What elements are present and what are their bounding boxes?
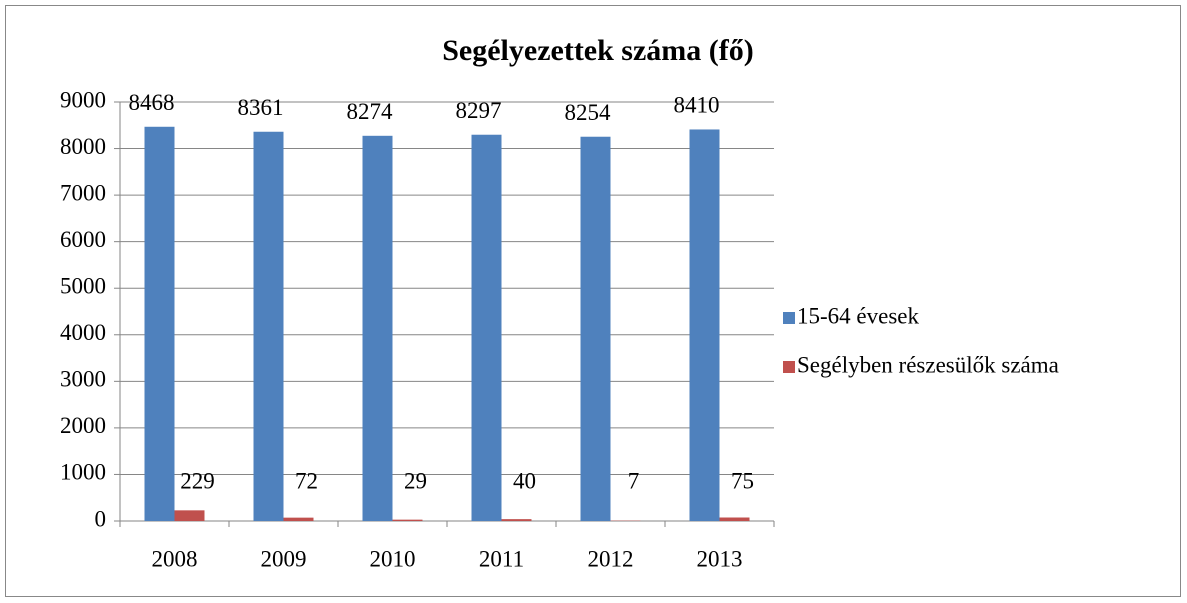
data-label: 8297 <box>456 98 502 123</box>
x-tick-label: 2009 <box>261 546 307 571</box>
y-tick-label: 4000 <box>60 320 106 345</box>
legend-label: Segélyben részesülők száma <box>797 352 1059 377</box>
data-label: 8410 <box>674 93 720 118</box>
legend-swatch <box>783 361 795 373</box>
x-tick-label: 2008 <box>152 546 198 571</box>
y-tick-label: 0 <box>95 506 107 531</box>
y-tick-label: 6000 <box>60 227 106 252</box>
bar <box>174 510 205 521</box>
data-label: 72 <box>295 468 318 493</box>
legend-swatch <box>783 312 795 324</box>
x-tick-label: 2012 <box>588 546 634 571</box>
y-tick-label: 3000 <box>60 367 106 392</box>
bar <box>392 519 423 521</box>
x-tick-label: 2013 <box>697 546 743 571</box>
legend-label: 15-64 évesek <box>797 303 919 328</box>
bar <box>283 517 314 521</box>
data-label: 229 <box>180 468 215 493</box>
bar <box>719 517 750 521</box>
data-label: 75 <box>731 468 754 493</box>
y-tick-label: 8000 <box>60 134 106 159</box>
bar <box>144 126 175 522</box>
y-tick-label: 1000 <box>60 460 106 485</box>
data-label: 7 <box>628 468 640 493</box>
y-tick-label: 5000 <box>60 274 106 299</box>
data-label: 40 <box>513 468 536 493</box>
data-label: 8254 <box>565 100 612 125</box>
data-label: 8274 <box>347 99 394 124</box>
data-label: 29 <box>404 468 427 493</box>
bar <box>362 135 393 522</box>
bar <box>580 136 611 521</box>
data-label: 8468 <box>129 90 175 115</box>
bar <box>253 131 284 521</box>
bar <box>689 129 720 521</box>
x-tick-label: 2011 <box>479 546 524 571</box>
y-tick-label: 7000 <box>60 180 106 205</box>
data-label: 8361 <box>238 95 284 120</box>
chart-title: Segélyezettek száma (fő) <box>442 34 754 67</box>
y-tick-label: 9000 <box>60 87 106 112</box>
y-tick-label: 2000 <box>60 413 106 438</box>
x-tick-label: 2010 <box>370 546 416 571</box>
bar <box>471 134 502 521</box>
bar <box>501 519 532 521</box>
